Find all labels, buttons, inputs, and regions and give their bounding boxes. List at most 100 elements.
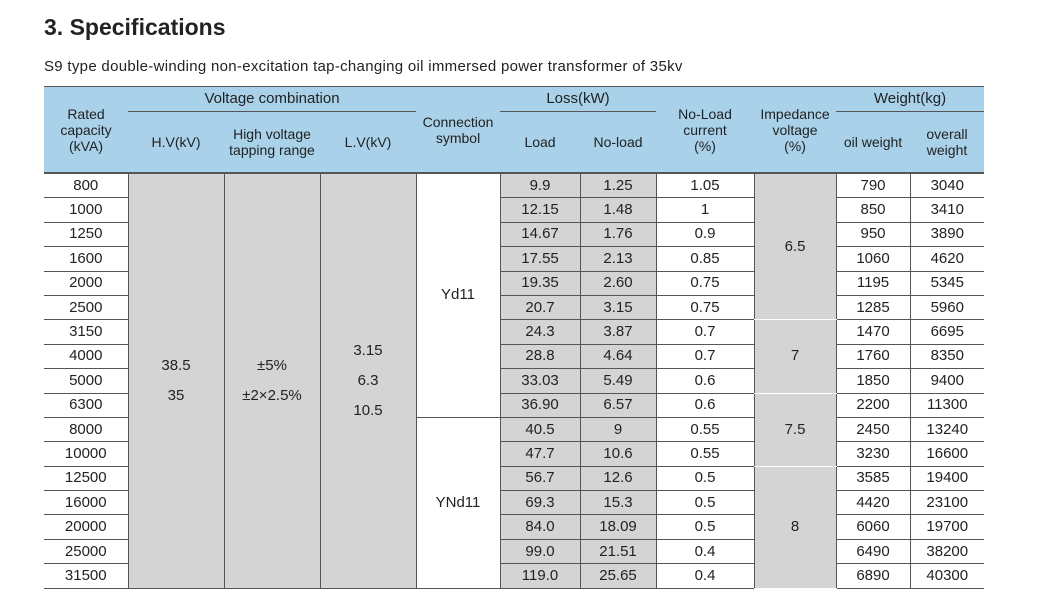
no-load-loss-cell: 18.09 <box>579 514 657 540</box>
header-text: weight <box>926 142 968 158</box>
header-text: High voltage <box>233 126 311 142</box>
impedance-cell: 6.5 <box>753 172 837 321</box>
header-text: capacity <box>60 121 112 138</box>
cell-line: 35 <box>167 386 185 404</box>
oil-weight-cell: 1285 <box>835 295 911 321</box>
no-load-current-cell: 0.5 <box>655 490 755 516</box>
oil-weight-cell: 1060 <box>835 246 911 272</box>
overall-weight-cell: 38200 <box>909 539 985 565</box>
table-row: 1600 17.55 2.13 0.85 1060 4620 <box>44 246 985 272</box>
oil-weight-cell: 3230 <box>835 441 911 467</box>
cell-line: ±5% <box>257 356 287 374</box>
oil-weight-cell: 790 <box>835 172 911 199</box>
no-load-loss-cell: 25.65 <box>579 563 657 589</box>
load-loss-cell: 24.3 <box>499 319 581 345</box>
header-cell: Weight(kg) <box>836 86 985 112</box>
table-row: 3150 24.3 3.87 0.7 7 1470 6695 <box>44 319 985 394</box>
impedance-cell: 7 <box>753 319 837 394</box>
no-load-current-cell: 0.6 <box>655 368 755 394</box>
header-text: voltage <box>772 121 818 138</box>
header-text: Impedance <box>760 105 830 122</box>
cell-line: 6.3 <box>357 371 379 389</box>
overall-weight-cell: 3410 <box>909 197 985 223</box>
capacity-cell: 1000 <box>44 197 128 223</box>
header-text: (%) <box>694 137 716 154</box>
oil-weight-cell: 3585 <box>835 466 911 492</box>
header-text: (%) <box>784 137 806 154</box>
overall-weight-cell: 19400 <box>909 466 985 492</box>
no-load-loss-cell: 3.87 <box>579 319 657 345</box>
no-load-loss-cell: 5.49 <box>579 368 657 394</box>
overall-weight-cell: 4620 <box>909 246 985 272</box>
table-row: 31500 119.0 25.65 0.4 6890 40300 <box>44 563 985 589</box>
oil-weight-cell: 850 <box>835 197 911 223</box>
hv-cell: 38.5 35 <box>127 171 224 589</box>
load-loss-cell: 84.0 <box>499 514 581 540</box>
capacity-cell: 1250 <box>44 222 128 248</box>
capacity-cell: 16000 <box>44 490 128 516</box>
no-load-current-cell: 0.7 <box>655 344 755 370</box>
overall-weight-cell: 16600 <box>909 441 985 467</box>
load-loss-cell: 56.7 <box>499 466 581 492</box>
no-load-loss-cell: 1.48 <box>579 197 657 223</box>
overall-weight-cell: 40300 <box>909 563 985 589</box>
subtitle: S9 type double-winding non-excitation ta… <box>44 58 683 75</box>
no-load-current-cell: 0.4 <box>655 563 755 589</box>
header-cell: H.V(kV) <box>128 111 224 173</box>
header-text: symbol <box>435 129 481 146</box>
tapping-range-cell: ±5% ±2×2.5% <box>223 171 320 589</box>
load-loss-cell: 119.0 <box>499 563 581 589</box>
header-cell: Impedance voltage (%) <box>754 86 837 173</box>
cell-line: 10.5 <box>353 401 383 419</box>
table-body: 800 38.5 35 ±5% ±2×2.5% 3.15 6.3 10.5 Yd11 9.9 1.2… <box>44 171 985 589</box>
no-load-loss-cell: 9 <box>579 417 657 443</box>
table-row: 2000 19.35 2.60 0.75 1195 5345 <box>44 271 985 296</box>
overall-weight-cell: 9400 <box>909 368 985 394</box>
load-loss-cell: 14.67 <box>499 222 581 248</box>
table-row: 12500 56.7 12.6 0.5 8 3585 19400 <box>44 466 985 589</box>
table-row: 1250 14.67 1.76 0.9 950 3890 <box>44 222 985 248</box>
table-row: 6300 36.90 6.57 0.6 7.5 2200 11300 <box>44 393 985 467</box>
spec-table: Rated capacity (kVA) Voltage combination C… <box>44 86 985 589</box>
no-load-loss-cell: 2.13 <box>579 246 657 272</box>
header-text: Connection <box>422 113 494 130</box>
table-row: 1000 12.15 1.48 1 850 3410 <box>44 197 985 223</box>
overall-weight-cell: 3890 <box>909 222 985 248</box>
overall-weight-cell: 11300 <box>909 393 985 418</box>
load-loss-cell: 33.03 <box>499 368 581 394</box>
oil-weight-cell: 950 <box>835 222 911 248</box>
capacity-cell: 1600 <box>44 246 128 272</box>
no-load-current-cell: 0.85 <box>655 246 755 272</box>
header-cell: overall weight <box>910 111 985 173</box>
header-cell: Rated capacity (kVA) <box>44 86 128 173</box>
oil-weight-cell: 6060 <box>835 514 911 540</box>
header-cell: No-Load current (%) <box>656 86 755 173</box>
no-load-current-cell: 0.9 <box>655 222 755 248</box>
header-cell: Voltage combination <box>128 86 417 112</box>
oil-weight-cell: 6890 <box>835 563 911 589</box>
load-loss-cell: 12.15 <box>499 197 581 223</box>
table-row: 5000 33.03 5.49 0.6 1850 9400 <box>44 368 985 394</box>
load-loss-cell: 36.90 <box>499 393 581 418</box>
no-load-loss-cell: 4.64 <box>579 344 657 370</box>
cell-line: 3.15 <box>353 341 383 359</box>
no-load-current-cell: 0.75 <box>655 295 755 321</box>
header-cell: No-load <box>580 111 657 173</box>
oil-weight-cell: 2450 <box>835 417 911 443</box>
load-loss-cell: 99.0 <box>499 539 581 565</box>
impedance-cell: 8 <box>753 466 837 589</box>
no-load-loss-cell: 15.3 <box>579 490 657 516</box>
no-load-current-cell: 0.4 <box>655 539 755 565</box>
no-load-loss-cell: 6.57 <box>579 393 657 418</box>
load-loss-cell: 20.7 <box>499 295 581 321</box>
oil-weight-cell: 6490 <box>835 539 911 565</box>
overall-weight-cell: 5345 <box>909 271 985 296</box>
capacity-cell: 25000 <box>44 539 128 565</box>
no-load-loss-cell: 10.6 <box>579 441 657 467</box>
header-cell: L.V(kV) <box>320 111 417 173</box>
no-load-loss-cell: 1.76 <box>579 222 657 248</box>
overall-weight-cell: 23100 <box>909 490 985 516</box>
capacity-cell: 6300 <box>44 393 128 418</box>
capacity-cell: 2500 <box>44 295 128 321</box>
